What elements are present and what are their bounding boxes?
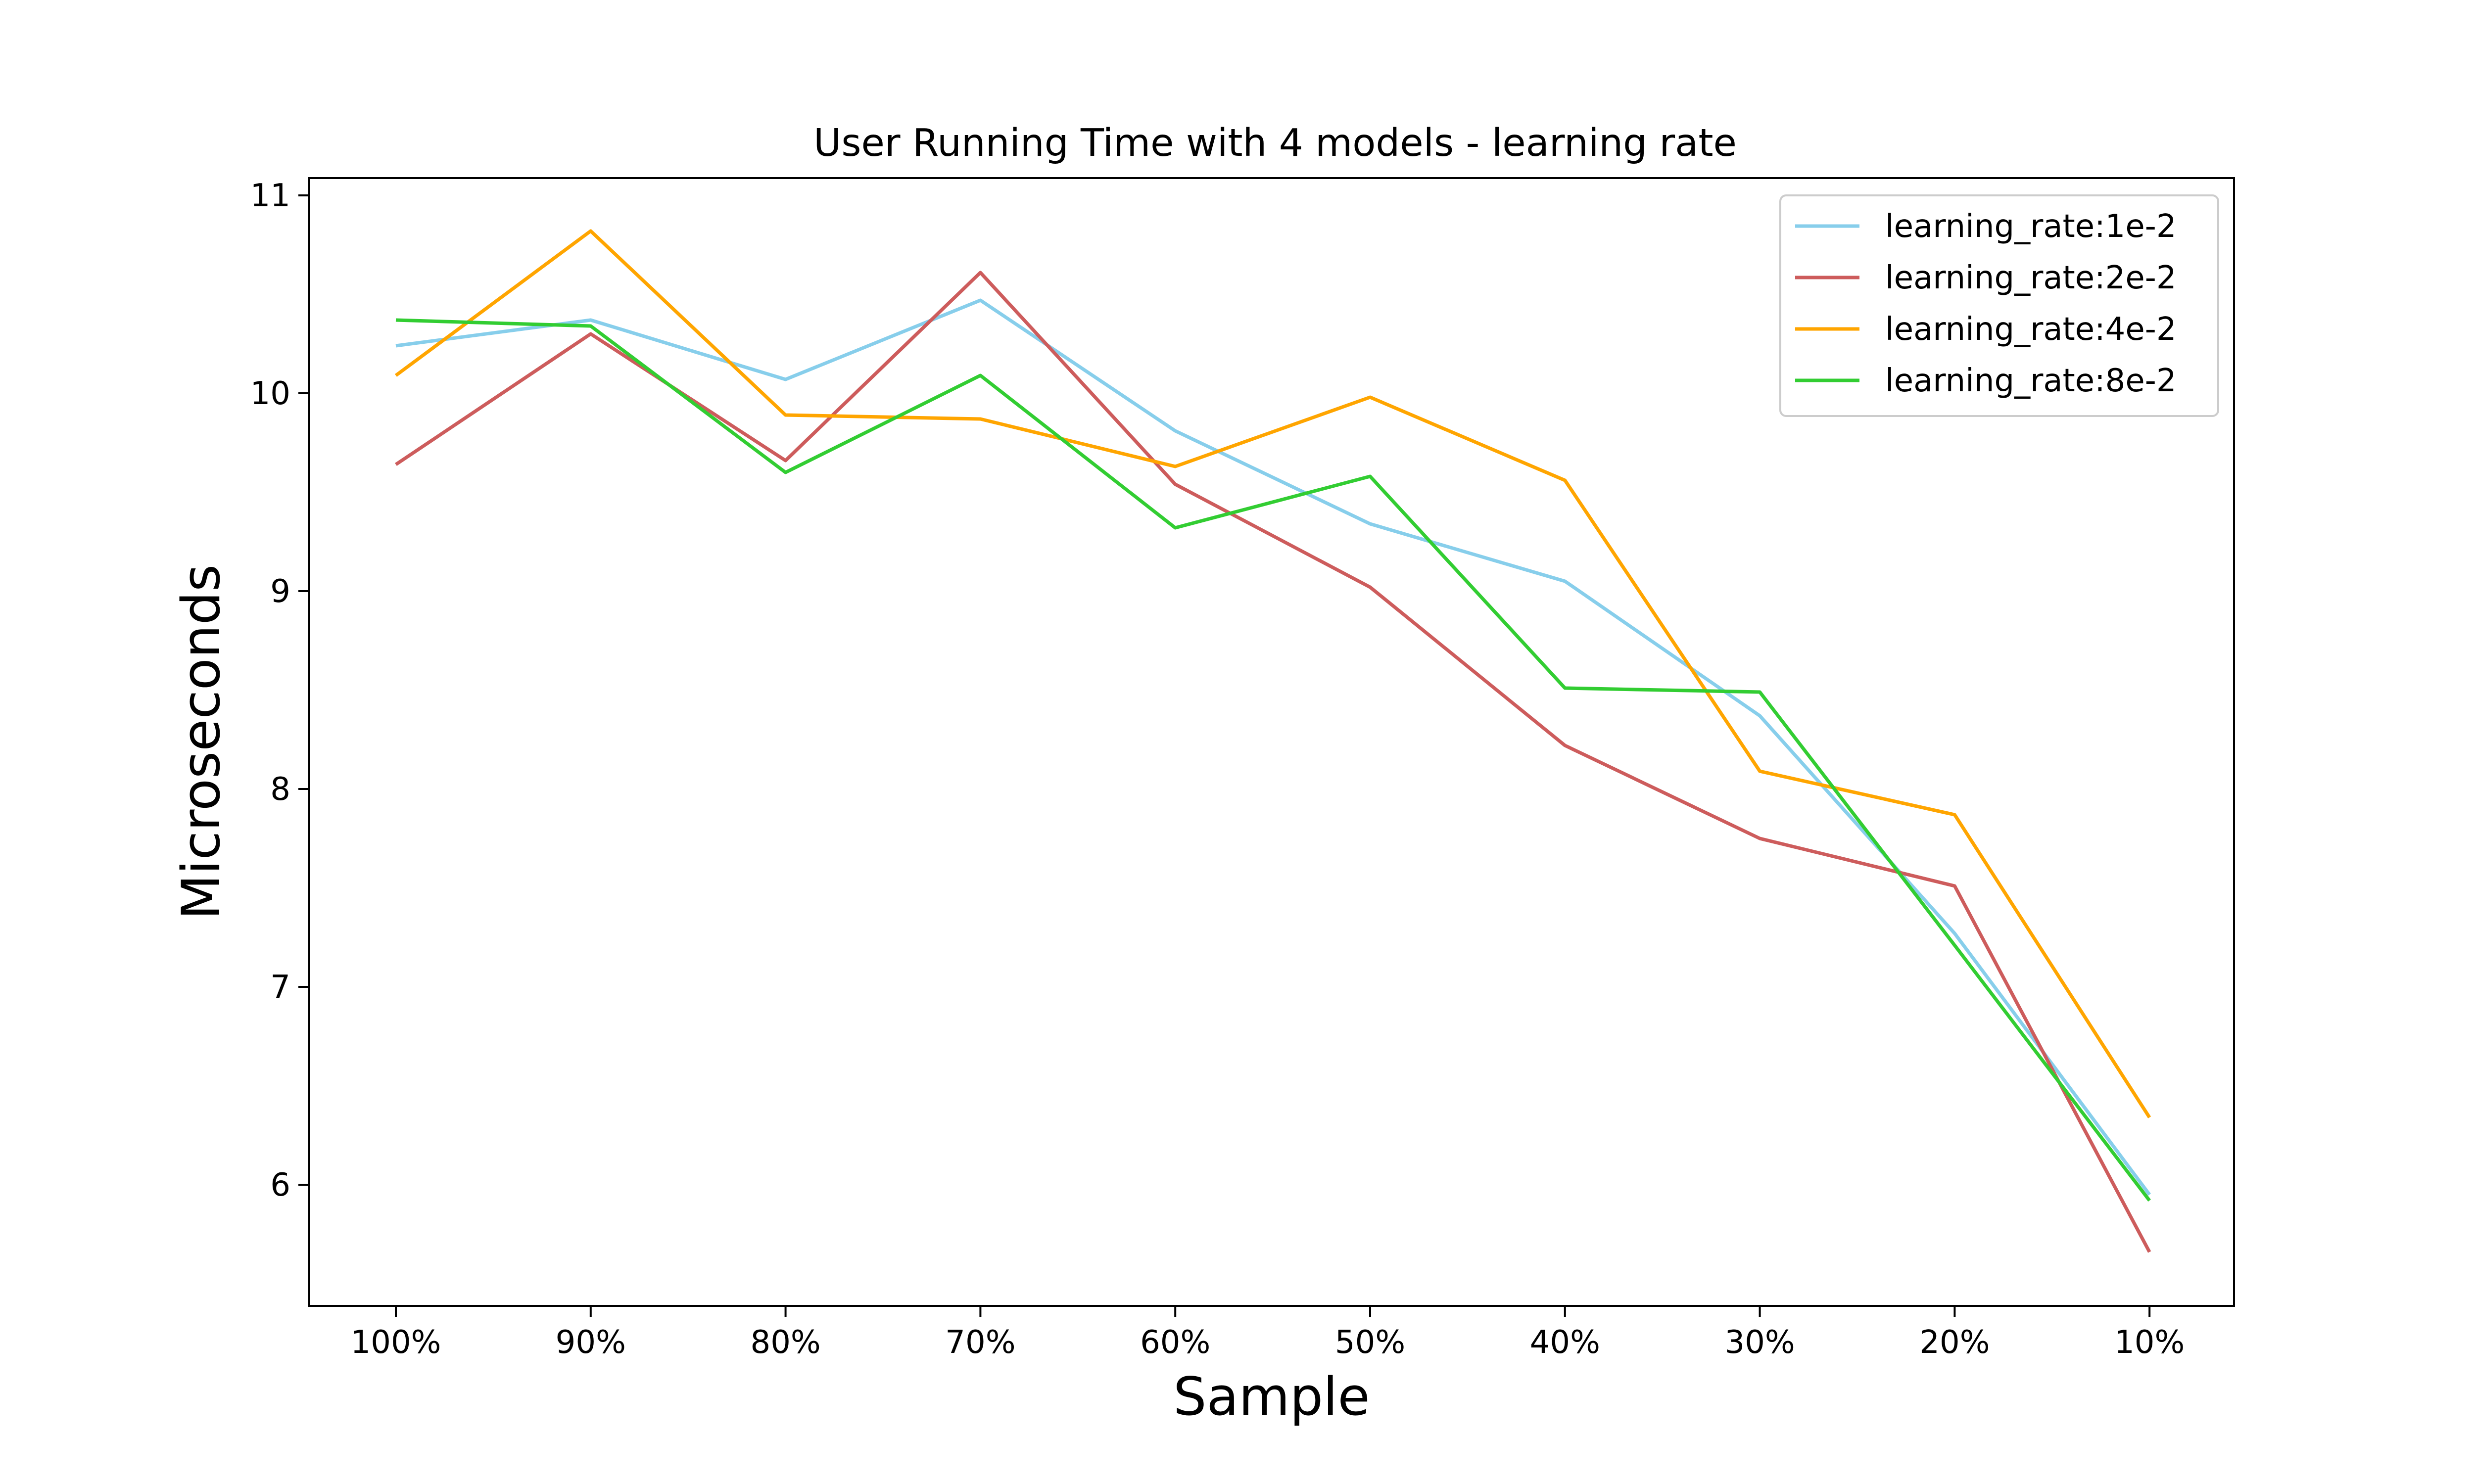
x-tick-label: 60% [1140,1324,1210,1361]
y-tick-label: 10 [250,375,290,412]
x-tick-label: 70% [945,1324,1015,1361]
series-line-1 [395,298,2151,1196]
x-tick-label: 10% [2114,1324,2185,1361]
y-tick-label: 11 [250,178,290,214]
x-tick-label: 30% [1724,1324,1795,1361]
legend-label: learning_rate:2e-2 [1885,260,2177,296]
legend-label: learning_rate:4e-2 [1885,311,2177,348]
chart-title: User Running Time with 4 models - learni… [813,121,1737,165]
x-tick-label: 90% [556,1324,626,1361]
legend-label: learning_rate:8e-2 [1885,363,2177,399]
series-line-3 [394,229,2151,1118]
y-tick-label: 9 [270,573,290,610]
series-line-2 [395,271,2151,1253]
legend: learning_rate:1e-2 learning_rate:2e-2lear… [1779,194,2219,417]
legend-box [1779,194,2219,417]
x-axis-label: Sample [1173,1366,1370,1427]
plot-frame [308,177,2235,1307]
x-tick-label: 50% [1335,1324,1405,1361]
y-axis: 6 7 8 9 10 11 [250,178,309,1204]
x-tick-label: 80% [750,1324,820,1361]
series-layer [394,229,2151,1253]
legend-label: learning_rate:1e-2 [1885,208,2177,245]
y-axis-label: Microseconds [171,564,232,920]
y-tick-label: 7 [270,969,290,1006]
x-tick-label: 20% [1919,1324,1990,1361]
x-axis: 100% 90% 80% 70% 60% 50% 40% 30% 20% 10% [351,1306,2185,1361]
y-tick-label: 8 [270,771,290,808]
series-line-4 [395,318,2151,1202]
y-tick-label: 6 [270,1167,290,1204]
x-tick-label: 40% [1530,1324,1600,1361]
x-tick-label: 100% [351,1324,441,1361]
